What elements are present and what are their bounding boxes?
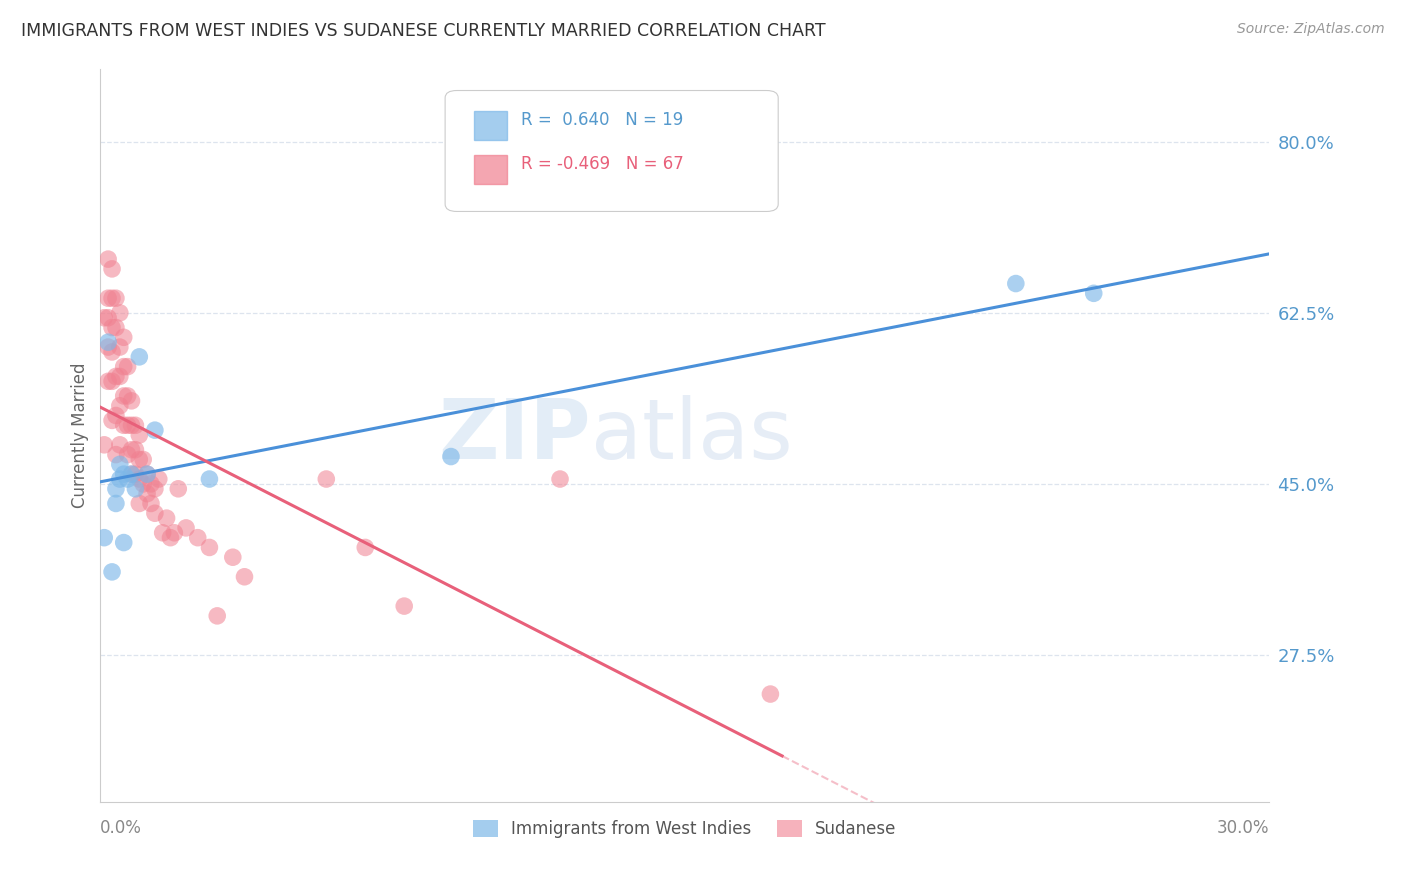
Point: [97, 340, 120, 354]
Point: [198, 541, 221, 555]
Text: ZIP: ZIP: [439, 394, 591, 475]
Point: [104, 369, 127, 384]
FancyBboxPatch shape: [446, 90, 778, 211]
Point: [104, 409, 127, 423]
Point: [104, 482, 127, 496]
Point: [117, 359, 139, 374]
Bar: [474, 155, 508, 185]
Point: [97, 335, 120, 350]
Point: [139, 496, 162, 510]
Point: [205, 608, 228, 623]
Point: [104, 496, 127, 510]
Point: [128, 472, 150, 486]
Point: [97, 374, 120, 388]
Point: [128, 452, 150, 467]
Text: R = -0.469   N = 67: R = -0.469 N = 67: [522, 155, 683, 173]
Point: [108, 340, 131, 354]
Text: 0.0%: 0.0%: [100, 819, 142, 838]
Point: [148, 472, 170, 486]
Text: R =  0.640   N = 19: R = 0.640 N = 19: [522, 111, 683, 128]
Point: [392, 599, 415, 613]
Point: [93, 438, 115, 452]
Point: [132, 452, 155, 467]
Point: [1083, 286, 1105, 301]
Text: Source: ZipAtlas.com: Source: ZipAtlas.com: [1237, 22, 1385, 37]
Point: [101, 565, 124, 579]
Point: [152, 525, 174, 540]
Point: [159, 531, 181, 545]
Point: [132, 477, 155, 491]
Point: [174, 521, 197, 535]
Point: [198, 472, 221, 486]
Point: [112, 389, 135, 403]
Point: [97, 252, 120, 266]
Point: [315, 472, 337, 486]
Point: [759, 687, 782, 701]
Bar: [474, 111, 508, 140]
Point: [121, 393, 143, 408]
Point: [117, 472, 139, 486]
Point: [101, 291, 124, 305]
Point: [104, 448, 127, 462]
Text: atlas: atlas: [591, 394, 793, 475]
Point: [112, 418, 135, 433]
Point: [112, 535, 135, 549]
Point: [117, 418, 139, 433]
Point: [124, 418, 146, 433]
Point: [167, 482, 190, 496]
Point: [101, 320, 124, 334]
Point: [187, 531, 209, 545]
Point: [101, 413, 124, 427]
Point: [108, 472, 131, 486]
Point: [163, 525, 186, 540]
Point: [354, 541, 377, 555]
Point: [108, 369, 131, 384]
Point: [93, 531, 115, 545]
Legend: Immigrants from West Indies, Sudanese: Immigrants from West Indies, Sudanese: [467, 813, 903, 845]
Point: [128, 428, 150, 442]
Point: [143, 506, 166, 520]
Point: [104, 291, 127, 305]
Point: [222, 550, 245, 565]
Point: [97, 310, 120, 325]
Point: [108, 399, 131, 413]
Point: [139, 477, 162, 491]
Point: [124, 482, 146, 496]
Text: 30.0%: 30.0%: [1216, 819, 1270, 838]
Point: [112, 467, 135, 482]
Point: [143, 423, 166, 437]
Point: [548, 472, 571, 486]
Point: [124, 442, 146, 457]
Point: [124, 467, 146, 482]
Point: [104, 320, 127, 334]
Point: [101, 261, 124, 276]
Point: [128, 350, 150, 364]
Point: [101, 345, 124, 359]
Point: [121, 418, 143, 433]
Point: [136, 467, 159, 482]
Point: [128, 496, 150, 510]
Point: [101, 374, 124, 388]
Point: [108, 438, 131, 452]
Point: [108, 458, 131, 472]
Point: [108, 306, 131, 320]
Point: [112, 330, 135, 344]
Point: [112, 359, 135, 374]
Point: [93, 310, 115, 325]
Point: [155, 511, 177, 525]
Point: [440, 450, 463, 464]
Point: [233, 570, 256, 584]
Point: [121, 467, 143, 482]
Point: [136, 467, 159, 482]
Point: [1004, 277, 1026, 291]
Text: IMMIGRANTS FROM WEST INDIES VS SUDANESE CURRENTLY MARRIED CORRELATION CHART: IMMIGRANTS FROM WEST INDIES VS SUDANESE …: [21, 22, 825, 40]
Point: [121, 467, 143, 482]
Y-axis label: Currently Married: Currently Married: [72, 362, 89, 508]
Point: [117, 389, 139, 403]
Point: [121, 442, 143, 457]
Point: [136, 486, 159, 500]
Point: [143, 482, 166, 496]
Point: [117, 448, 139, 462]
Point: [97, 291, 120, 305]
